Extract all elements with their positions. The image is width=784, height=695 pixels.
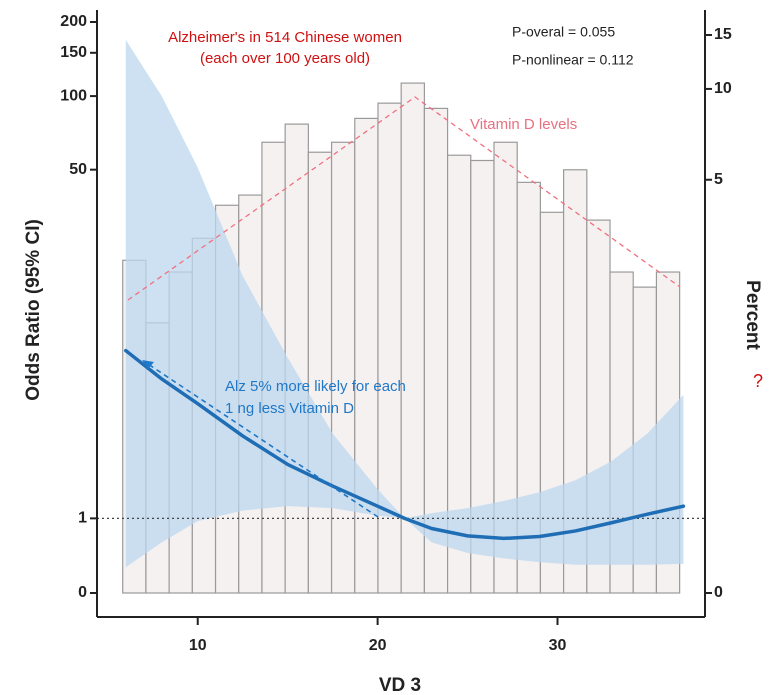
y2-tick-label: 0: [714, 584, 723, 601]
y-tick-label: 50: [69, 161, 87, 178]
y-axis-label: Odds Ratio (95% CI): [23, 219, 44, 401]
y2-tick-label: 5: [714, 171, 723, 188]
annotation-arrow: [147, 363, 379, 518]
chart-subtitle: (each over 100 years old): [200, 50, 370, 67]
vitamin-d-trend: [127, 96, 681, 301]
plot-area: [97, 40, 705, 594]
x-tick-label: 30: [549, 637, 567, 654]
histogram-bar: [330, 141, 356, 594]
histogram-bar: [307, 151, 333, 594]
y2-axis-label: Percent: [742, 280, 763, 350]
question-mark: ?: [753, 371, 763, 391]
histogram-bar: [377, 102, 402, 594]
annotation: 1 ng less Vitamin D: [225, 400, 354, 417]
histogram-bar: [354, 117, 379, 594]
y2-tick-label: 15: [714, 26, 732, 43]
annotation: Alz 5% more likely for each: [225, 378, 406, 395]
x-tick-label: 20: [369, 637, 387, 654]
spline-curve: [124, 348, 686, 541]
y-tick-label: 1: [78, 510, 87, 527]
x-axis-label: VD 3: [379, 675, 421, 695]
confidence-band: [125, 40, 684, 568]
vitamin-d-label: Vitamin D levels: [470, 116, 577, 133]
y-tick-label: 0: [78, 584, 87, 601]
arrow-head: [142, 360, 154, 369]
p-overall: P-overal = 0.055: [512, 24, 615, 40]
histogram-bar: [284, 123, 309, 594]
chart-title: Alzheimer's in 514 Chinese women: [168, 29, 402, 46]
x-tick-label: 10: [189, 637, 207, 654]
y-tick-label: 100: [60, 87, 87, 104]
y-tick-label: 200: [60, 13, 87, 30]
y2-tick-label: 10: [714, 80, 732, 97]
y-tick-label: 150: [60, 44, 87, 61]
p-nonlinear: P-nonlinear = 0.112: [512, 52, 634, 68]
